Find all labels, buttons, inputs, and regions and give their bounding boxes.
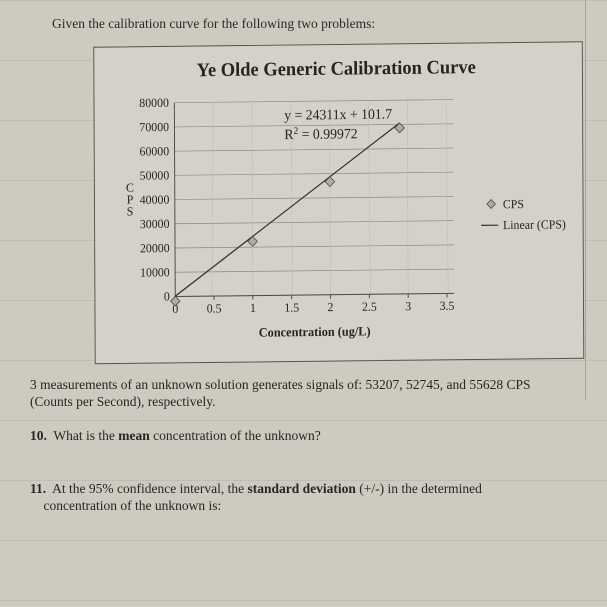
- svg-text:2: 2: [328, 300, 334, 314]
- svg-text:Ye Olde Generic Calibration Cu: Ye Olde Generic Calibration Curve: [197, 57, 476, 82]
- svg-text:1: 1: [250, 301, 256, 315]
- svg-text:0.5: 0.5: [207, 301, 222, 315]
- svg-text:0: 0: [164, 289, 170, 303]
- svg-text:Concentration (ug/L): Concentration (ug/L): [259, 324, 371, 340]
- svg-text:20000: 20000: [140, 241, 170, 256]
- svg-text:CPS: CPS: [503, 197, 524, 212]
- svg-text:3.5: 3.5: [440, 299, 455, 313]
- svg-text:80000: 80000: [139, 96, 169, 111]
- svg-text:1.5: 1.5: [284, 300, 299, 314]
- svg-text:30000: 30000: [140, 217, 170, 232]
- svg-text:y = 24311x + 101.7: y = 24311x + 101.7: [284, 106, 392, 124]
- svg-text:70000: 70000: [139, 120, 169, 135]
- svg-text:60000: 60000: [139, 144, 169, 159]
- svg-text:S: S: [127, 204, 134, 218]
- svg-text:R2 = 0.99972: R2 = 0.99972: [284, 124, 357, 143]
- svg-text:Linear (CPS): Linear (CPS): [503, 217, 566, 232]
- svg-text:2.5: 2.5: [362, 299, 377, 313]
- svg-text:3: 3: [405, 299, 411, 313]
- svg-text:40000: 40000: [140, 192, 170, 207]
- svg-text:50000: 50000: [140, 168, 170, 183]
- svg-text:10000: 10000: [140, 265, 170, 280]
